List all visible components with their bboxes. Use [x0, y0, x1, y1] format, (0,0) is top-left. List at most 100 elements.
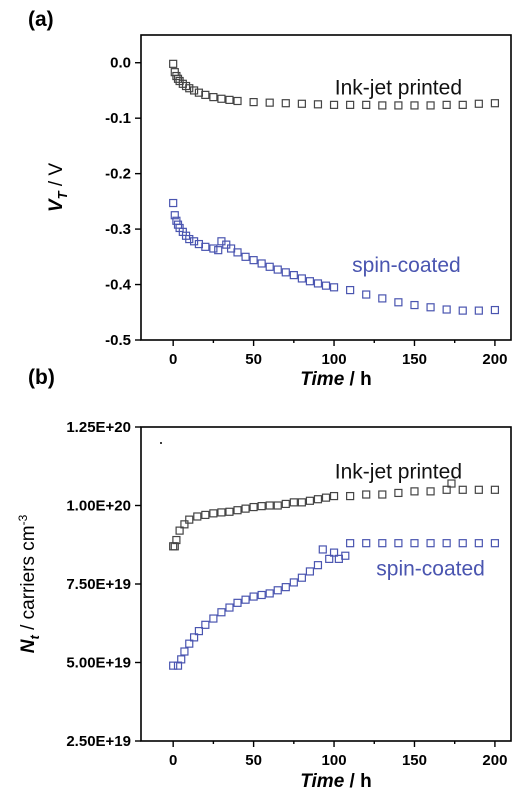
y-tick-label: 1.00E+20 — [66, 498, 131, 515]
data-point — [490, 99, 500, 108]
x-tick-label: 50 — [245, 351, 262, 368]
data-point — [474, 306, 483, 315]
data-point — [394, 539, 403, 548]
x-axis-title: Time / h — [300, 771, 371, 792]
data-point — [346, 491, 355, 501]
data-point — [305, 496, 315, 505]
x-tick-label: 200 — [482, 752, 507, 769]
data-point — [321, 493, 331, 502]
data-point — [217, 508, 226, 517]
data-point — [265, 589, 274, 598]
data-point — [426, 303, 435, 312]
data-point — [209, 93, 218, 102]
data-point — [233, 506, 242, 515]
data-point — [394, 488, 403, 498]
data-point — [273, 586, 282, 595]
x-axis-title: Time / h — [300, 369, 371, 390]
data-point — [201, 510, 210, 520]
series-annotation: spin-coated — [352, 254, 461, 277]
data-point — [490, 539, 500, 548]
data-point — [257, 259, 266, 268]
data-point — [458, 100, 467, 109]
x-tick-label: 50 — [245, 752, 262, 769]
data-point — [214, 246, 223, 255]
x-tick-label: 0 — [169, 351, 177, 368]
data-point — [169, 661, 178, 670]
data-point — [305, 277, 315, 286]
panel-label: (b) — [28, 366, 55, 389]
x-tick-label: 100 — [322, 752, 347, 769]
y-axis-title: Nt / carriers cm-3 — [16, 514, 42, 653]
data-point — [281, 499, 290, 509]
data-point — [289, 578, 298, 587]
data-point — [442, 539, 451, 548]
data-point — [170, 542, 179, 551]
data-point — [325, 554, 334, 563]
data-point — [329, 491, 339, 501]
data-point — [180, 520, 189, 529]
data-point — [225, 603, 234, 612]
series-annotation: spin-coated — [376, 557, 485, 580]
data-point — [362, 490, 371, 499]
data-point — [249, 97, 258, 107]
stray-dot — [160, 442, 162, 444]
y-tick-label: 5.00E+19 — [66, 655, 131, 672]
data-point — [185, 515, 194, 524]
data-point — [193, 512, 202, 521]
data-point — [305, 567, 315, 576]
data-point — [189, 237, 199, 246]
y-tick-label: -0.5 — [105, 332, 131, 349]
data-point — [297, 274, 306, 283]
data-point — [265, 501, 274, 510]
data-point — [321, 281, 331, 290]
data-point — [329, 548, 339, 557]
data-point — [394, 298, 403, 307]
data-point — [490, 485, 500, 494]
data-point — [458, 306, 467, 315]
data-point — [426, 101, 435, 110]
y-tick-label: 7.50E+19 — [66, 576, 131, 593]
data-point — [447, 479, 456, 488]
data-point — [249, 502, 258, 512]
series-ink-jet-printed — [169, 59, 500, 110]
data-point — [458, 485, 467, 494]
data-point — [378, 539, 387, 548]
data-point — [225, 507, 234, 516]
data-point — [281, 583, 290, 592]
data-point — [474, 539, 483, 548]
data-point — [170, 211, 179, 220]
data-point — [185, 84, 194, 93]
data-point — [189, 633, 199, 642]
plot-frame — [140, 34, 512, 341]
data-point — [201, 90, 210, 99]
data-point — [378, 490, 387, 499]
data-point — [217, 608, 226, 617]
data-point — [169, 59, 178, 68]
data-point — [185, 639, 194, 648]
x-tick-label: 150 — [402, 752, 427, 769]
data-point — [297, 498, 306, 507]
data-point — [362, 539, 371, 548]
data-point — [490, 305, 500, 315]
data-point — [233, 598, 242, 607]
data-point — [426, 487, 435, 496]
data-point — [313, 279, 323, 288]
data-point — [241, 595, 250, 604]
data-point — [410, 487, 419, 496]
data-point — [257, 502, 266, 511]
data-point — [249, 256, 258, 265]
y-tick-label: -0.3 — [105, 221, 131, 238]
data-point — [169, 198, 178, 208]
data-point — [474, 99, 483, 108]
series-spin-coated — [169, 539, 500, 670]
y-tick-label: -0.4 — [105, 277, 132, 294]
y-tick-label: -0.2 — [105, 166, 131, 183]
data-point — [273, 501, 282, 510]
data-point — [289, 498, 298, 507]
data-point — [346, 285, 355, 295]
data-point — [329, 100, 339, 109]
series-annotation: Ink-jet printed — [335, 77, 462, 100]
data-point — [329, 283, 339, 292]
data-point — [257, 590, 266, 600]
data-point — [458, 539, 467, 548]
